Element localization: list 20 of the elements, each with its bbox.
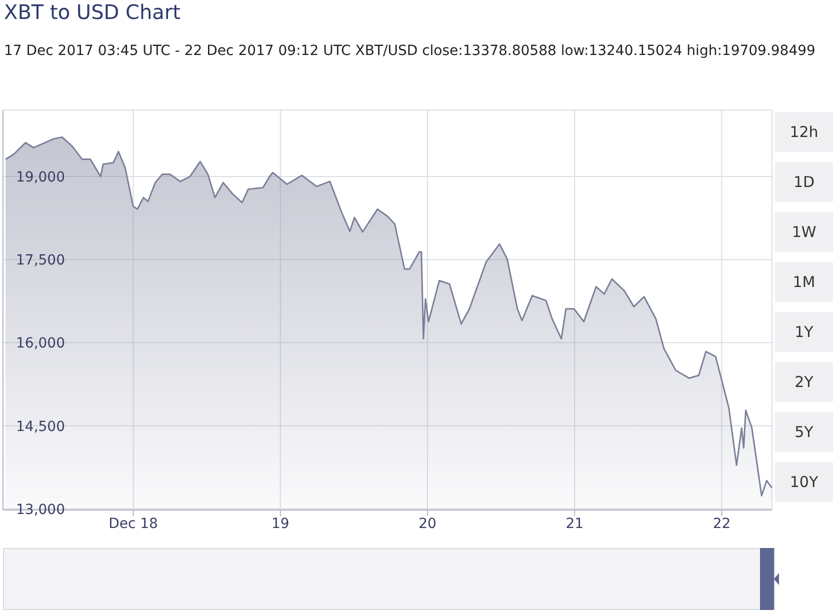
x-tick-label: 22 bbox=[712, 516, 731, 532]
y-tick-label: 17,500 bbox=[16, 252, 65, 269]
x-tick-label: 20 bbox=[418, 516, 436, 532]
text: 1W bbox=[775, 212, 833, 252]
chart-subtitle: 17 Dec 2017 03:45 UTC - 22 Dec 2017 09:12 UTC XBT/USD close:13378.80588 low:13240.15024 high:19709.98499 bbox=[4, 42, 816, 61]
y-tick-label: 13,000 bbox=[16, 502, 65, 518]
x-tick-label: Dec 18 bbox=[108, 516, 158, 532]
text: 1Y bbox=[775, 312, 833, 352]
text: 5Y bbox=[775, 412, 833, 452]
text: 1D bbox=[775, 162, 833, 202]
y-tick-label: 14,500 bbox=[16, 418, 65, 435]
text: 1M bbox=[775, 262, 833, 302]
y-tick-label: 16,000 bbox=[16, 336, 65, 352]
x-tick-label: 19 bbox=[271, 516, 290, 532]
y-tick-label: 19,000 bbox=[16, 169, 65, 186]
text: 2Y bbox=[775, 362, 833, 402]
x-tick-label: 21 bbox=[566, 516, 584, 532]
text: 10Y bbox=[775, 462, 833, 502]
chart-title: XBT to USD Chart bbox=[4, 0, 180, 24]
text: 12h bbox=[775, 112, 833, 152]
